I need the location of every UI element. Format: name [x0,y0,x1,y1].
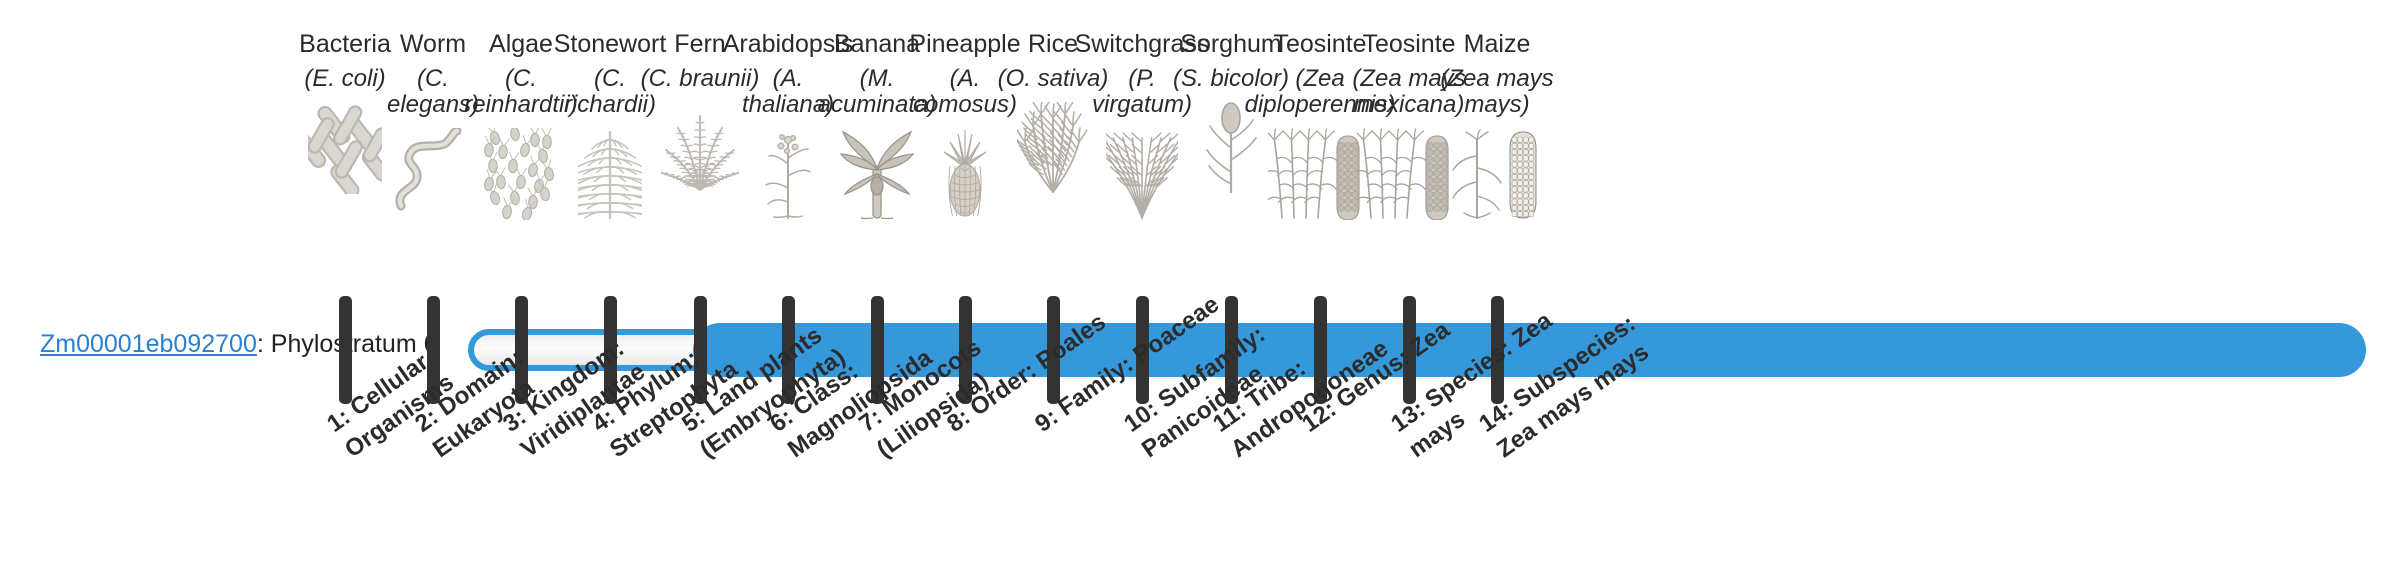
species-column: Algae (C. reinhardtii) [461,30,581,221]
arabidopsis-illustration [757,124,819,220]
species-common-name: Teosinte [1362,30,1456,58]
phylostratum-tick[interactable] [782,296,795,404]
switchgrass-illustration [1106,124,1178,220]
phylostratum-value: Phylostratum 6 [270,330,438,358]
species-common-name: Stonewort [553,30,667,58]
phylostratum-tick[interactable] [1225,296,1238,404]
species-scientific-name: (Zea mays mays) [1440,64,1554,118]
stonewort-illustration [578,124,642,220]
species-common-name: Maize [1463,30,1531,58]
gene-phylostratum-label: Zm00001eb092700: Phylostratum 6 [40,330,438,359]
species-scientific-name: (C. braunii) [640,64,760,92]
phylostratum-tick[interactable] [339,296,352,404]
species-common-name: Banana [833,30,921,58]
species-scientific-name: (C. elegans) [386,64,480,118]
species-column: Sorghum (S. bicolor) [1171,30,1291,194]
species-column: Pineapple (A. comosus) [905,30,1025,220]
species-header-row: Bacteria (E. coli) Worm (C. elegans) Algae… [285,30,1557,221]
gene-id-link[interactable]: Zm00001eb092700 [40,330,257,358]
species-scientific-name: (Zea diploperennis) [1244,64,1396,118]
species-common-name: Teosinte [1273,30,1367,58]
worm-illustration [391,124,475,220]
rice-illustration [1017,98,1089,194]
species-common-name: Arabidopsis [722,30,854,58]
species-common-name: Fern [674,30,726,58]
species-common-name: Algae [489,30,553,58]
maize-illustration [1445,124,1549,220]
species-common-name: Worm [399,30,467,58]
algae-illustration [481,124,561,221]
species-column: Maize (Zea mays mays) [1437,30,1557,220]
phylostratum-tick[interactable] [694,296,707,404]
gene-label-separator: : [256,330,271,358]
species-scientific-name: (E. coli) [304,64,386,92]
species-scientific-name: (S. bicolor) [1172,64,1290,92]
species-scientific-name: (C. reinhardtii) [464,64,578,118]
species-column: Fern (C. braunii) [640,30,760,194]
species-common-name: Pineapple [909,30,1021,58]
species-scientific-name: (P. virgatum) [1091,64,1193,118]
species-column: Bacteria (E. coli) [285,30,405,194]
species-common-name: Switchgrass [1074,30,1210,58]
species-column: Rice (O. sativa) [993,30,1113,194]
banana-illustration [839,124,915,220]
fern-illustration [661,98,739,194]
species-scientific-name: (O. sativa) [997,64,1109,92]
phylostratum-tick[interactable] [515,296,528,404]
species-scientific-name: (M. acuminata) [817,64,937,118]
species-column: Arabidopsis (A. thaliana) [723,30,853,220]
phylostratum-tick[interactable] [1403,296,1416,404]
bacteria-illustration [308,98,382,194]
species-column: Worm (C. elegans) [373,30,493,220]
species-common-name: Bacteria [299,30,391,58]
phylostratum-tick[interactable] [959,296,972,404]
species-scientific-name: (C. richardii) [563,64,656,118]
phylostratum-tick[interactable] [427,296,440,404]
phylostratum-tick[interactable] [871,296,884,404]
species-column: Teosinte (Zea mays mexicana) [1349,30,1469,221]
species-column: Banana (M. acuminata) [817,30,937,220]
phylostratum-tick[interactable] [1491,296,1504,404]
species-column: Switchgrass (P. virgatum) [1075,30,1209,220]
pineapple-illustration [934,124,996,220]
phylostratum-tick[interactable] [604,296,617,404]
phylostratum-tick[interactable] [1047,296,1060,404]
species-scientific-name: (Zea mays mexicana) [1352,64,1466,118]
teosinte-illustration [1357,124,1461,221]
species-common-name: Sorghum [1180,30,1282,58]
species-scientific-name: (A. thaliana) [741,64,835,118]
species-common-name: Rice [1027,30,1078,58]
phylostratum-tick[interactable] [1314,296,1327,404]
species-scientific-name: (A. comosus) [912,64,1018,118]
species-column: Stonewort (C. richardii) [550,30,670,220]
phylostratum-tick[interactable] [1136,296,1149,404]
sorghum-illustration [1200,98,1262,194]
